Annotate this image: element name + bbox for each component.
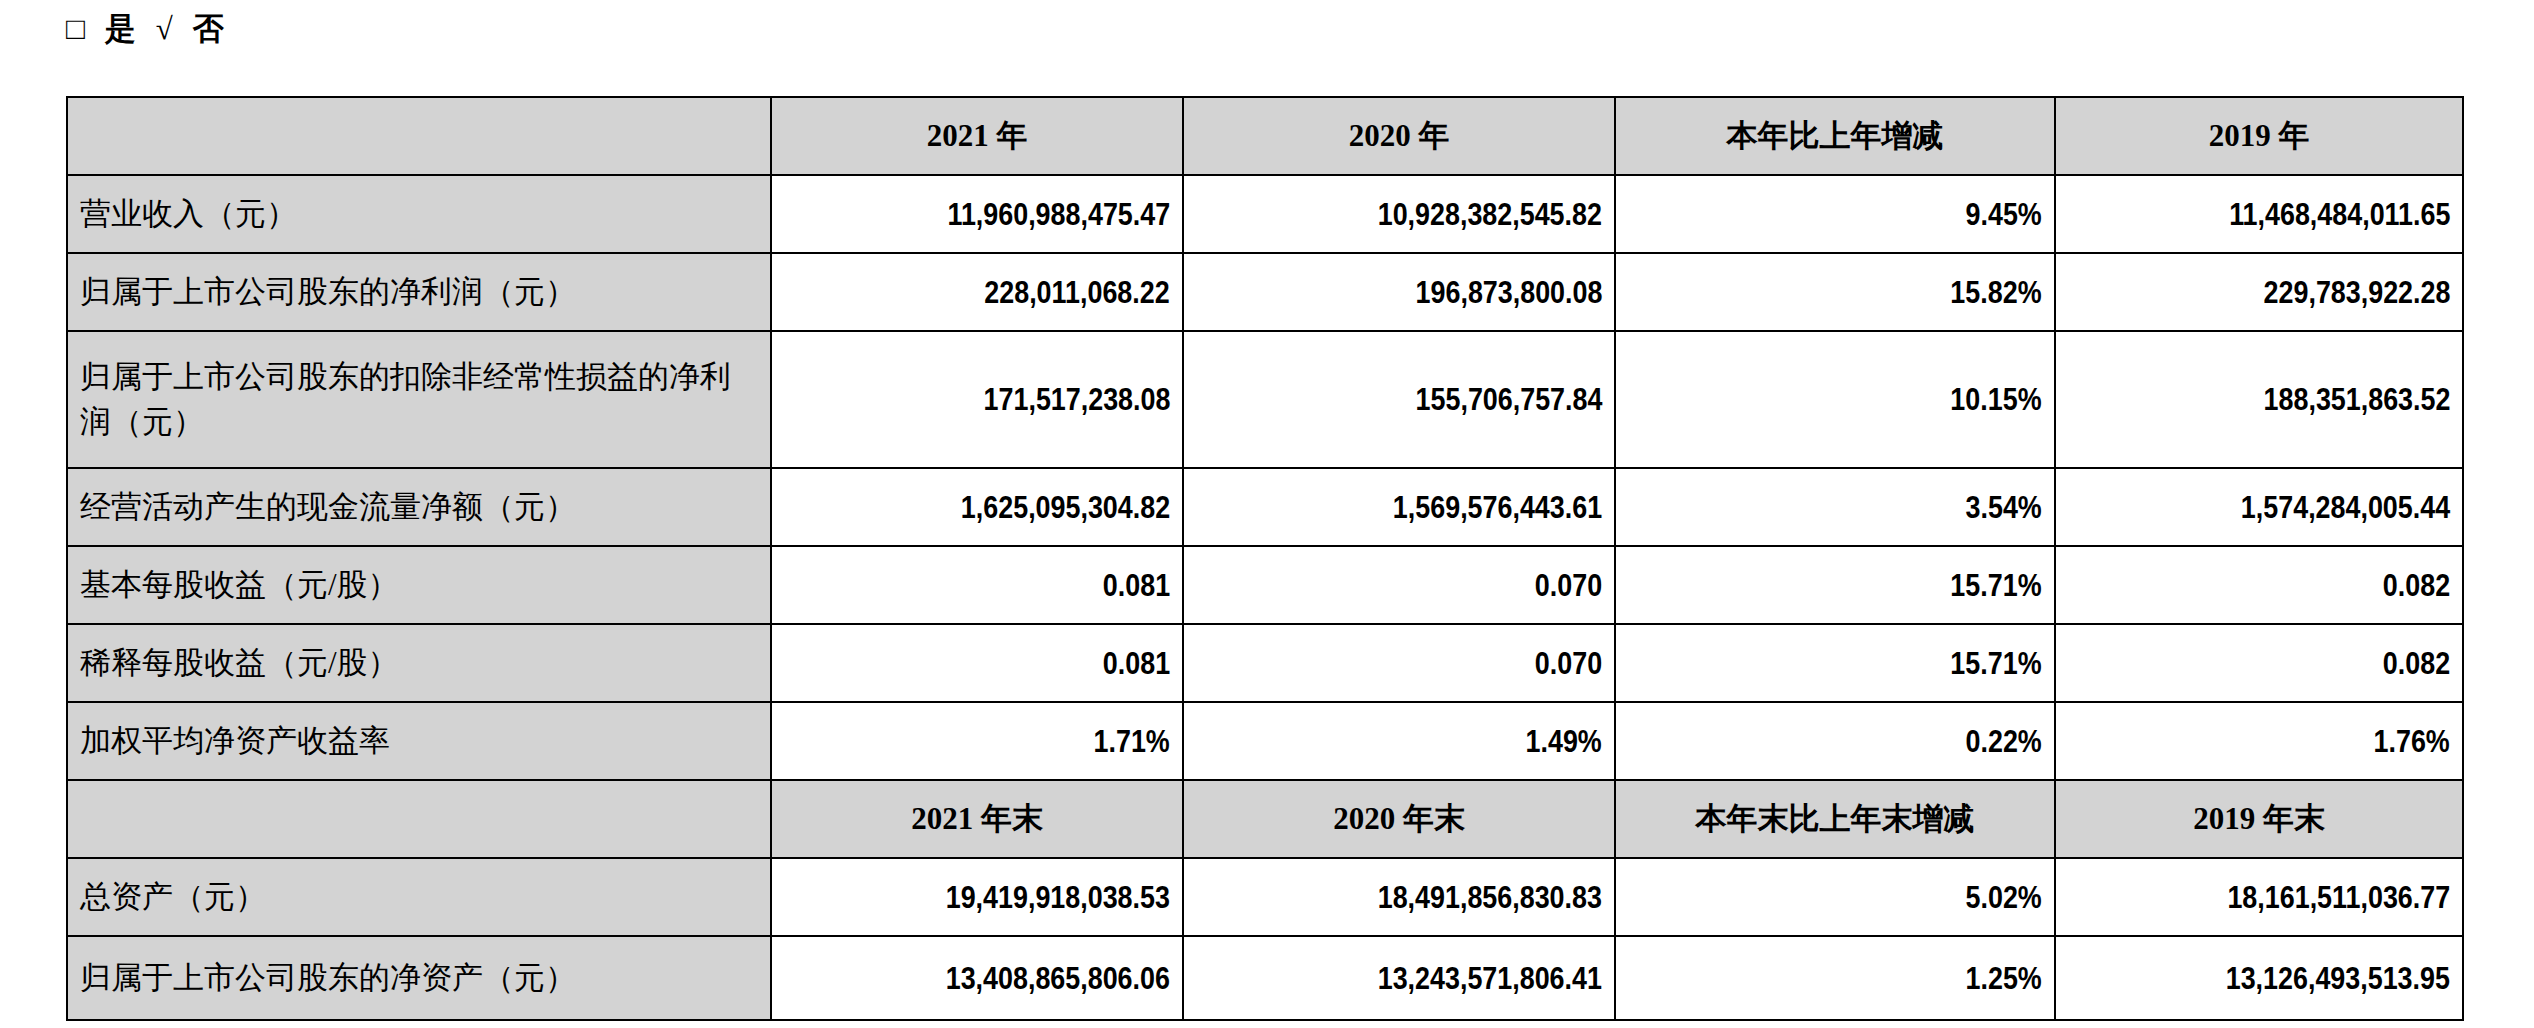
table-row: 归属于上市公司股东的净利润（元） 228,011,068.22 196,873,…	[67, 253, 2463, 331]
table-header-row-annual: 2021 年 2020 年 本年比上年增减 2019 年	[67, 97, 2463, 175]
header-yearend-change: 本年末比上年末增减	[1615, 780, 2055, 858]
cell-value: 0.081	[1103, 567, 1170, 604]
cell-value: 155,706,757.84	[1415, 381, 1602, 418]
cell-value: 1,574,284,005.44	[2241, 489, 2450, 526]
cell-value: 18,491,856,830.83	[1378, 879, 1602, 916]
cell-value: 13,243,571,806.41	[1378, 960, 1602, 997]
cell-value: 1.71%	[1094, 723, 1170, 760]
cell-value: 1.49%	[1526, 723, 1602, 760]
cell-value: 1,625,095,304.82	[961, 489, 1170, 526]
cell-value: 3.54%	[1966, 489, 2042, 526]
checkmark-icon: √	[156, 11, 173, 47]
row-label: 营业收入（元）	[67, 175, 771, 253]
table-header-row-yearend: 2021 年末 2020 年末 本年末比上年末增减 2019 年末	[67, 780, 2463, 858]
table-row: 经营活动产生的现金流量净额（元） 1,625,095,304.82 1,569,…	[67, 468, 2463, 546]
cell-value: 0.070	[1535, 645, 1602, 682]
table-row: 加权平均净资产收益率 1.71% 1.49% 0.22% 1.76%	[67, 702, 2463, 780]
row-label: 归属于上市公司股东的净利润（元）	[67, 253, 771, 331]
header-2020: 2020 年	[1183, 97, 1615, 175]
cell-value: 10,928,382,545.82	[1378, 196, 1602, 233]
row-label: 归属于上市公司股东的扣除非经常性损益的净利润（元）	[67, 331, 771, 468]
row-label: 归属于上市公司股东的净资产（元）	[67, 936, 771, 1020]
cell-value: 18,161,511,036.77	[2227, 879, 2450, 916]
cell-value: 15.82%	[1951, 274, 2042, 311]
cell-value: 1,569,576,443.61	[1393, 489, 1602, 526]
yes-label: 是	[105, 8, 136, 50]
yes-no-checkline: □ 是 √ 否	[66, 8, 2534, 50]
cell-value: 5.02%	[1966, 879, 2042, 916]
cell-value: 13,408,865,806.06	[946, 960, 1170, 997]
cell-value: 1.25%	[1966, 960, 2042, 997]
header-2021-yearend: 2021 年末	[771, 780, 1183, 858]
header-2019-yearend: 2019 年末	[2055, 780, 2463, 858]
key-financials-table: 2021 年 2020 年 本年比上年增减 2019 年 营业收入（元） 11,…	[66, 96, 2464, 1021]
table-row: 营业收入（元） 11,960,988,475.47 10,928,382,545…	[67, 175, 2463, 253]
checkbox-unchecked-icon[interactable]: □	[66, 11, 85, 47]
table-row: 归属于上市公司股东的扣除非经常性损益的净利润（元） 171,517,238.08…	[67, 331, 2463, 468]
cell-value: 188,351,863.52	[2263, 381, 2450, 418]
cell-value: 0.070	[1535, 567, 1602, 604]
cell-value: 229,783,922.28	[2263, 274, 2450, 311]
cell-value: 11,468,484,011.65	[2229, 196, 2450, 233]
table-row: 稀释每股收益（元/股） 0.081 0.070 15.71% 0.082	[67, 624, 2463, 702]
cell-value: 10.15%	[1951, 381, 2042, 418]
header-blank-cell	[67, 780, 771, 858]
no-label: 否	[193, 8, 224, 50]
cell-value: 13,126,493,513.95	[2226, 960, 2450, 997]
cell-value: 9.45%	[1966, 196, 2042, 233]
header-2021: 2021 年	[771, 97, 1183, 175]
header-2019: 2019 年	[2055, 97, 2463, 175]
cell-value: 0.22%	[1966, 723, 2042, 760]
cell-value: 196,873,800.08	[1415, 274, 1602, 311]
table-row: 基本每股收益（元/股） 0.081 0.070 15.71% 0.082	[67, 546, 2463, 624]
table-row: 归属于上市公司股东的净资产（元） 13,408,865,806.06 13,24…	[67, 936, 2463, 1020]
cell-value: 0.081	[1103, 645, 1170, 682]
cell-value: 15.71%	[1951, 567, 2042, 604]
cell-value: 19,419,918,038.53	[946, 879, 1170, 916]
row-label: 总资产（元）	[67, 858, 771, 936]
header-yoy-change: 本年比上年增减	[1615, 97, 2055, 175]
table-row: 总资产（元） 19,419,918,038.53 18,491,856,830.…	[67, 858, 2463, 936]
row-label: 稀释每股收益（元/股）	[67, 624, 771, 702]
cell-value: 171,517,238.08	[983, 381, 1170, 418]
cell-value: 228,011,068.22	[985, 274, 1170, 311]
cell-value: 0.082	[2383, 567, 2450, 604]
cell-value: 15.71%	[1951, 645, 2042, 682]
row-label: 经营活动产生的现金流量净额（元）	[67, 468, 771, 546]
header-blank-cell	[67, 97, 771, 175]
header-2020-yearend: 2020 年末	[1183, 780, 1615, 858]
cell-value: 0.082	[2383, 645, 2450, 682]
row-label: 基本每股收益（元/股）	[67, 546, 771, 624]
row-label: 加权平均净资产收益率	[67, 702, 771, 780]
cell-value: 11,960,988,475.47	[947, 196, 1170, 233]
cell-value: 1.76%	[2374, 723, 2450, 760]
